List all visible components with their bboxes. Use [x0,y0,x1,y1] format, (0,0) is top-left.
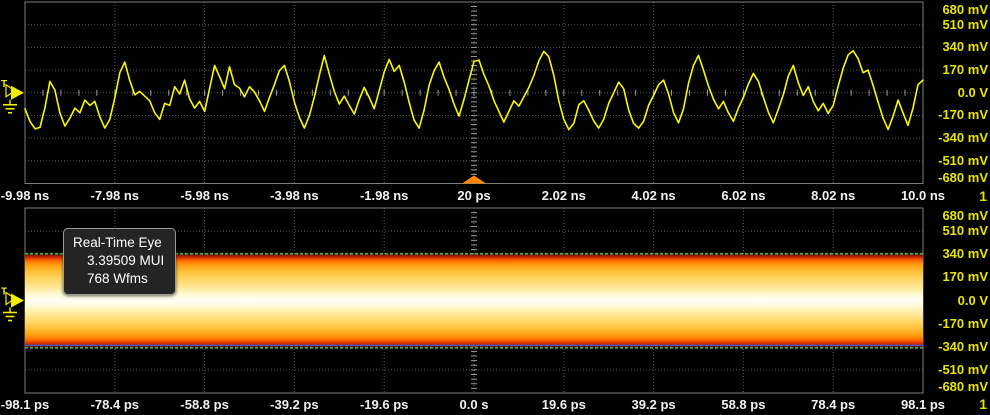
y-tick-label: -170 mV [938,107,988,123]
y-tick-label: -680 mV [938,169,988,185]
x-tick-label: -7.98 ns [90,188,140,203]
y-tick-label: 170 mV [942,62,988,78]
y-tick-label: 0.0 V [957,84,988,100]
x-tick-label: -3.98 ns [270,188,319,203]
x-tick-label: 39.2 ps [631,397,676,412]
trigger-ground-marker-bottom[interactable]: T [1,287,24,322]
x-tick-label: -9.98 ns [0,188,50,203]
trigger-t-glyph: T [1,287,7,298]
trigger-level-arrow [11,293,24,308]
x-tick-label: -78.4 ps [90,397,140,412]
channel-1-badge-top[interactable]: 1 [979,188,987,204]
tooltip-mui-value: 3.39509 MUI [87,253,165,268]
x-tick-label: 8.02 ns [811,188,856,203]
y-tick-label: 170 mV [942,269,988,285]
x-tick-label: -5.98 ns [180,188,229,203]
trigger-level-arrow [11,85,24,100]
trigger-small-arrow [5,83,17,98]
y-tick-label: -510 mV [938,361,988,377]
x-tick-label: 98.1 ps [900,397,946,412]
y-tick-label: 680 mV [942,2,988,17]
x-tick-label: 19.6 ps [541,397,586,412]
y-tick-label: -680 mV [938,379,988,394]
trigger-ground-marker-top[interactable]: T [1,79,24,114]
y-tick-label: -340 mV [938,130,988,146]
x-tick-label: 4.02 ns [631,188,676,203]
x-tick-label: 0.0 s [459,397,489,412]
waveform-plot-area[interactable] [24,1,924,184]
x-tick-label: -19.6 ps [359,397,409,412]
x-tick-label: 78.4 ps [811,397,856,412]
x-tick-label: 10.0 ns [900,188,946,203]
y-tick-label: 510 mV [942,16,988,32]
center-axis-ticks [24,1,924,184]
tooltip-wfms-value: 768 Wfms [87,271,148,286]
x-tick-label: -98.1 ps [0,397,50,412]
trigger-time-marker[interactable] [462,175,486,184]
y-tick-label: 0.0 V [957,292,988,308]
channel-1-badge-bottom[interactable]: 1 [979,396,987,412]
y-tick-label: 340 mV [942,246,988,262]
x-tick-label: 20 ps [457,188,491,203]
x-tick-label: 58.8 ps [721,397,766,412]
y-tick-label: 680 mV [942,208,988,223]
y-tick-label: -510 mV [938,152,988,168]
y-tick-label: 510 mV [942,223,988,239]
x-tick-label: 2.02 ns [541,188,586,203]
channel1-waveform [24,49,924,131]
x-tick-label: 6.02 ns [721,188,766,203]
trigger-t-glyph: T [1,79,7,90]
y-tick-label: -170 mV [938,315,988,331]
x-tick-label: -1.98 ns [359,188,409,203]
y-tick-label: 340 mV [942,39,988,55]
x-tick-label: -39.2 ps [270,397,319,412]
y-tick-label: -340 mV [938,338,988,354]
tooltip-title: Real-Time Eye [73,235,162,250]
x-tick-label: -58.8 ps [180,397,229,412]
real-time-eye-tooltip: Real-Time Eye 3.39509 MUI 768 Wfms [63,228,177,295]
trigger-small-arrow [5,291,17,306]
